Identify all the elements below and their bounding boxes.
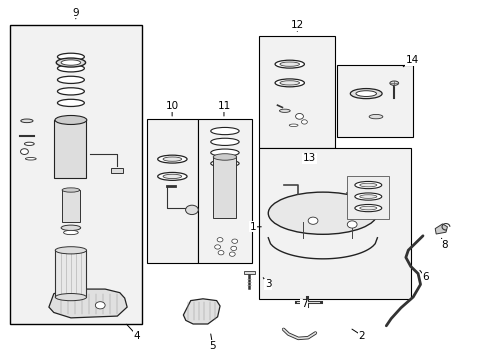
- Bar: [146, 119, 198, 263]
- Text: 14: 14: [405, 55, 418, 65]
- Circle shape: [231, 239, 237, 243]
- Circle shape: [214, 245, 220, 249]
- Circle shape: [295, 113, 303, 119]
- Ellipse shape: [389, 81, 398, 85]
- Circle shape: [217, 238, 223, 242]
- Ellipse shape: [55, 247, 86, 254]
- Circle shape: [229, 252, 235, 256]
- Text: 4: 4: [133, 330, 140, 341]
- Text: 5: 5: [209, 341, 216, 351]
- Ellipse shape: [57, 53, 84, 60]
- Ellipse shape: [268, 192, 377, 234]
- Text: 11: 11: [217, 101, 230, 111]
- Ellipse shape: [55, 116, 87, 125]
- Text: 6: 6: [421, 272, 428, 282]
- Ellipse shape: [279, 62, 299, 66]
- Text: 13: 13: [302, 153, 316, 163]
- Text: 10: 10: [165, 101, 178, 111]
- Ellipse shape: [210, 127, 239, 135]
- Ellipse shape: [157, 155, 186, 163]
- Bar: [346, 176, 388, 219]
- Ellipse shape: [157, 172, 186, 180]
- Ellipse shape: [274, 60, 304, 68]
- Bar: [10, 25, 142, 324]
- Bar: [259, 36, 334, 148]
- Ellipse shape: [355, 91, 376, 96]
- Polygon shape: [434, 224, 447, 234]
- Ellipse shape: [289, 124, 298, 127]
- Ellipse shape: [57, 76, 84, 84]
- Ellipse shape: [20, 119, 33, 123]
- Bar: [111, 168, 123, 173]
- Text: 7: 7: [300, 299, 307, 309]
- Ellipse shape: [25, 158, 36, 160]
- Text: 2: 2: [358, 330, 365, 341]
- Ellipse shape: [359, 206, 376, 210]
- Bar: [212, 157, 236, 218]
- Ellipse shape: [359, 183, 376, 187]
- Polygon shape: [183, 299, 220, 324]
- Circle shape: [95, 302, 105, 309]
- Ellipse shape: [359, 195, 376, 198]
- Circle shape: [185, 205, 198, 215]
- Text: 3: 3: [264, 279, 271, 289]
- Text: 12: 12: [290, 20, 304, 30]
- Circle shape: [20, 149, 28, 154]
- Polygon shape: [49, 289, 127, 318]
- Ellipse shape: [368, 114, 382, 119]
- Ellipse shape: [57, 88, 84, 95]
- Ellipse shape: [163, 174, 182, 179]
- Ellipse shape: [210, 160, 239, 167]
- Ellipse shape: [55, 293, 86, 301]
- Circle shape: [307, 217, 317, 224]
- Circle shape: [230, 246, 236, 251]
- Text: 9: 9: [72, 8, 79, 18]
- Bar: [259, 148, 410, 299]
- Bar: [244, 271, 255, 274]
- Circle shape: [346, 221, 356, 228]
- Ellipse shape: [56, 58, 85, 67]
- Ellipse shape: [274, 79, 304, 87]
- Bar: [55, 250, 86, 297]
- Ellipse shape: [61, 60, 81, 65]
- Ellipse shape: [210, 149, 239, 156]
- Ellipse shape: [210, 138, 239, 145]
- Ellipse shape: [61, 225, 81, 230]
- Ellipse shape: [279, 81, 299, 85]
- Ellipse shape: [354, 193, 381, 200]
- Ellipse shape: [279, 109, 290, 112]
- Bar: [54, 120, 85, 177]
- Circle shape: [301, 120, 307, 124]
- Ellipse shape: [213, 154, 236, 160]
- Ellipse shape: [354, 204, 381, 212]
- Ellipse shape: [354, 181, 381, 189]
- Ellipse shape: [57, 99, 84, 107]
- Bar: [62, 190, 80, 222]
- Bar: [198, 119, 251, 263]
- Ellipse shape: [349, 89, 381, 99]
- Circle shape: [218, 251, 224, 255]
- Text: 1: 1: [249, 222, 256, 232]
- Text: 8: 8: [441, 240, 447, 250]
- Ellipse shape: [163, 157, 182, 161]
- Ellipse shape: [57, 65, 84, 72]
- Ellipse shape: [63, 230, 78, 235]
- Ellipse shape: [62, 188, 80, 192]
- Ellipse shape: [24, 142, 34, 145]
- Bar: [337, 65, 412, 137]
